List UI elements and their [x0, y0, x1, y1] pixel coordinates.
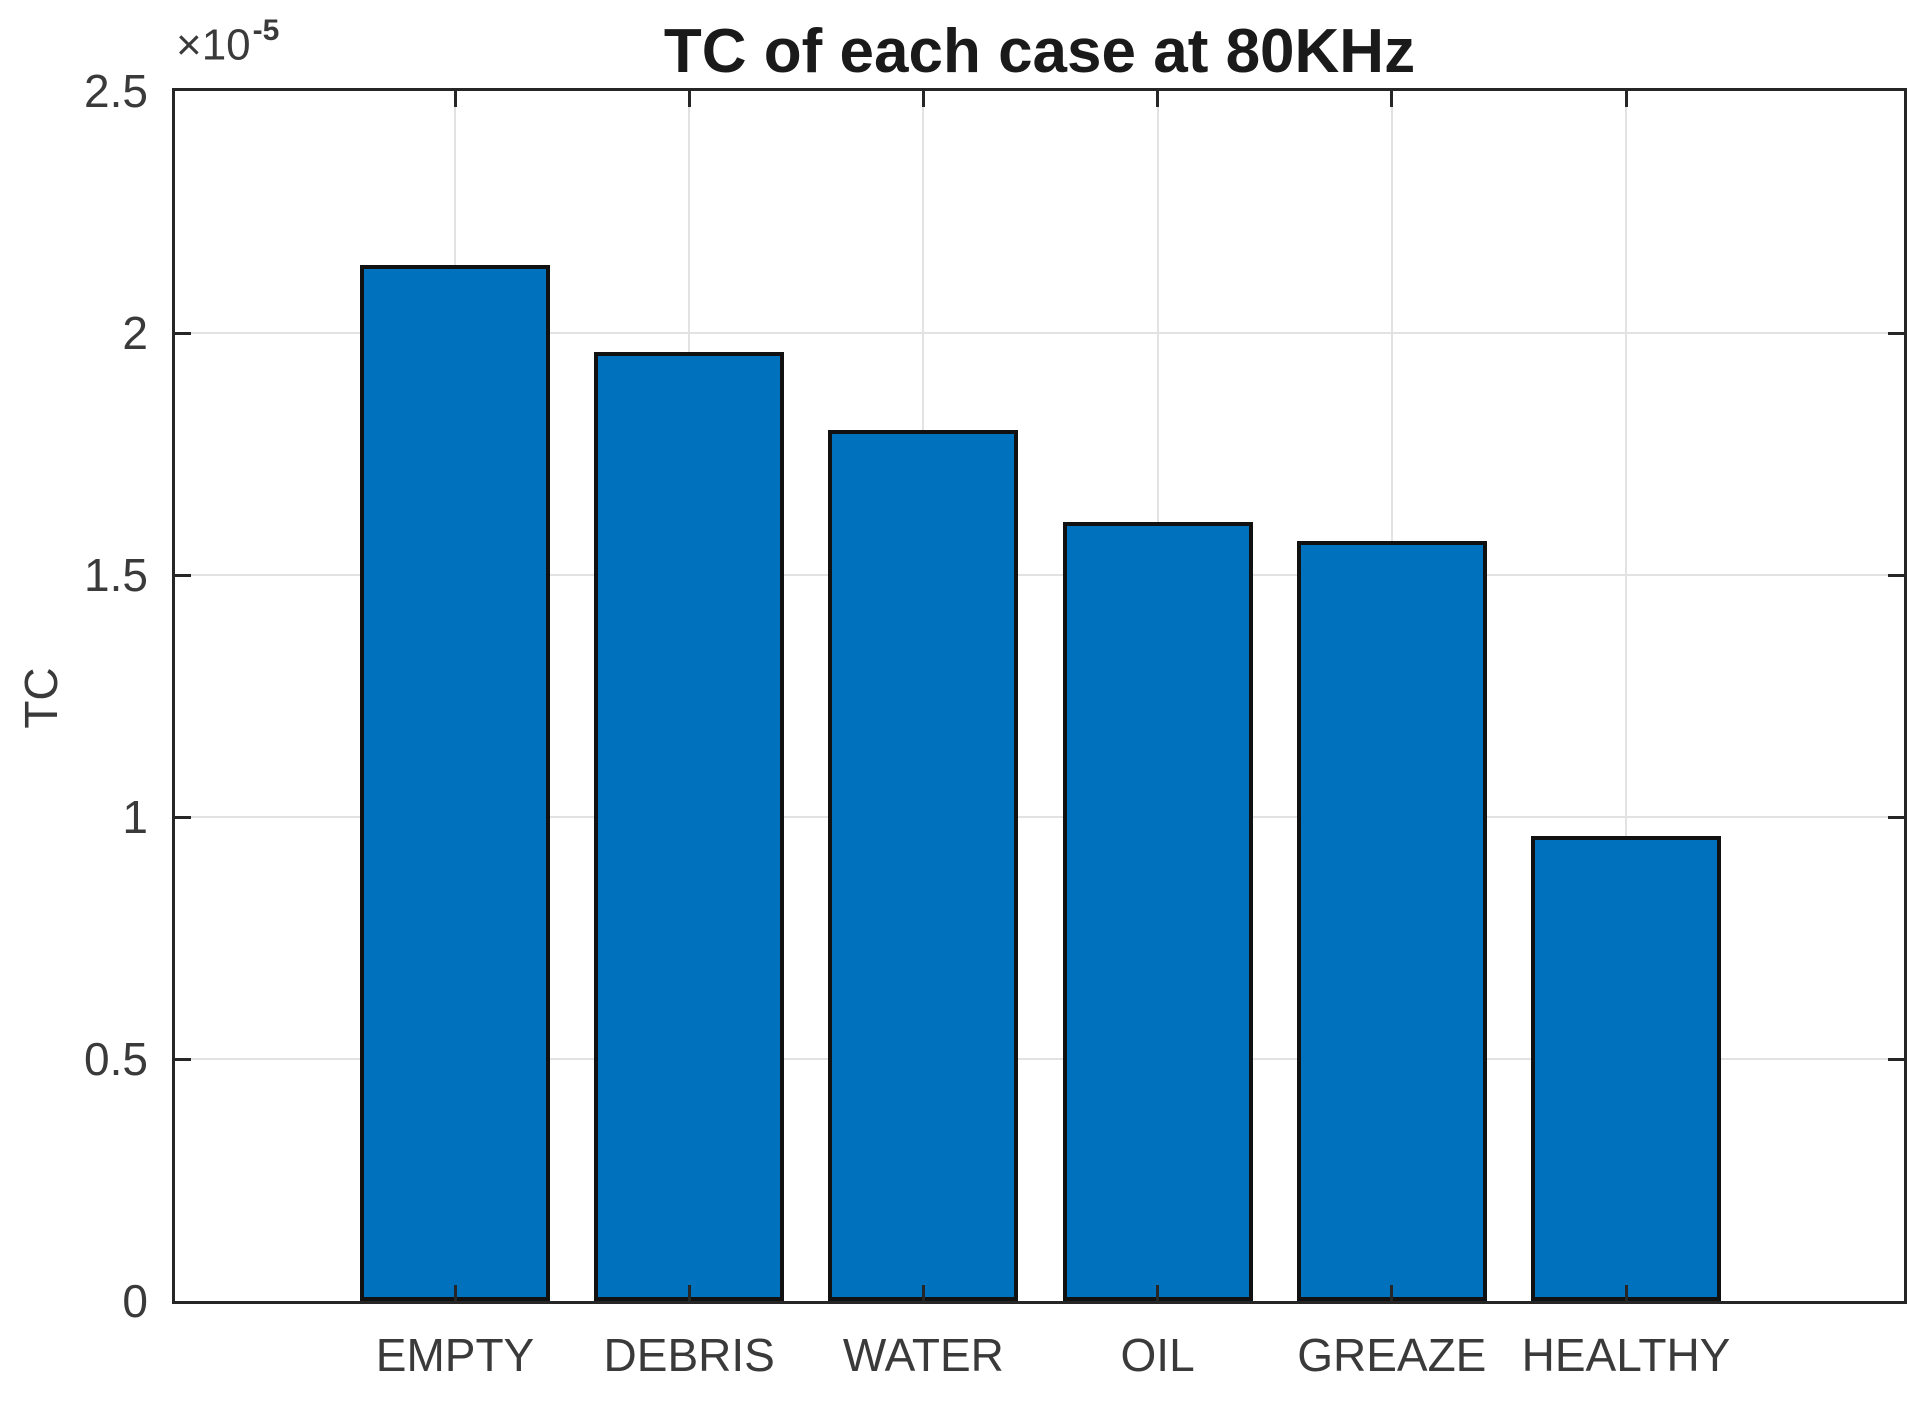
x-tick-top — [1156, 91, 1160, 107]
x-tick-bottom — [453, 1285, 457, 1301]
y-axis-label: TC — [15, 667, 67, 729]
h-gridline — [175, 816, 1904, 818]
y-tick-label: 2.5 — [84, 65, 148, 117]
x-tick-label-healthy: HEALTHY — [1521, 1329, 1731, 1381]
y-tick-label: 2 — [122, 307, 148, 359]
x-tick-bottom — [1624, 1285, 1628, 1301]
y-tick-left — [175, 331, 191, 335]
h-gridline — [175, 574, 1904, 576]
y-tick-label: 1 — [122, 791, 148, 843]
bar-oil — [1062, 521, 1253, 1301]
x-tick-bottom — [921, 1285, 925, 1301]
h-gridline — [175, 332, 1904, 334]
y-tick-left — [175, 815, 191, 819]
y-tick-label: 1.5 — [84, 549, 148, 601]
x-tick-bottom — [687, 1285, 691, 1301]
plot-area — [172, 88, 1907, 1304]
x-tick-top — [687, 91, 691, 107]
x-tick-label-oil: OIL — [1120, 1329, 1195, 1381]
x-tick-bottom — [1390, 1285, 1394, 1301]
x-tick-bottom — [1156, 1285, 1160, 1301]
x-tick-label-empty: EMPTY — [375, 1329, 535, 1381]
multiplier-base: ×10 — [176, 20, 251, 70]
v-gridline — [1625, 91, 1627, 1301]
y-tick-right — [1888, 1057, 1904, 1061]
bar-greaze — [1296, 541, 1487, 1301]
y-axis-multiplier: ×10-5 — [176, 14, 279, 71]
x-tick-top — [1624, 91, 1628, 107]
multiplier-exponent: -5 — [252, 14, 280, 47]
bar-healthy — [1531, 836, 1721, 1301]
bar-debris — [594, 352, 785, 1301]
h-gridline — [175, 1058, 1904, 1060]
y-tick-label: 0 — [122, 1275, 148, 1327]
y-tick-right — [1888, 331, 1904, 335]
x-tick-top — [453, 91, 457, 107]
y-tick-right — [1888, 815, 1904, 819]
bar-water — [828, 429, 1019, 1301]
x-tick-top — [921, 91, 925, 107]
y-tick-label: 0.5 — [84, 1033, 148, 1085]
x-tick-top — [1390, 91, 1394, 107]
x-tick-label-greaze: GREAZE — [1297, 1329, 1487, 1381]
chart-title: TC of each case at 80KHz — [663, 17, 1416, 86]
y-tick-left — [175, 1057, 191, 1061]
x-tick-label-water: WATER — [842, 1329, 1004, 1381]
y-tick-left — [175, 573, 191, 577]
bar-empty — [360, 265, 550, 1301]
x-tick-label-debris: DEBRIS — [603, 1329, 775, 1381]
y-tick-right — [1888, 573, 1904, 577]
